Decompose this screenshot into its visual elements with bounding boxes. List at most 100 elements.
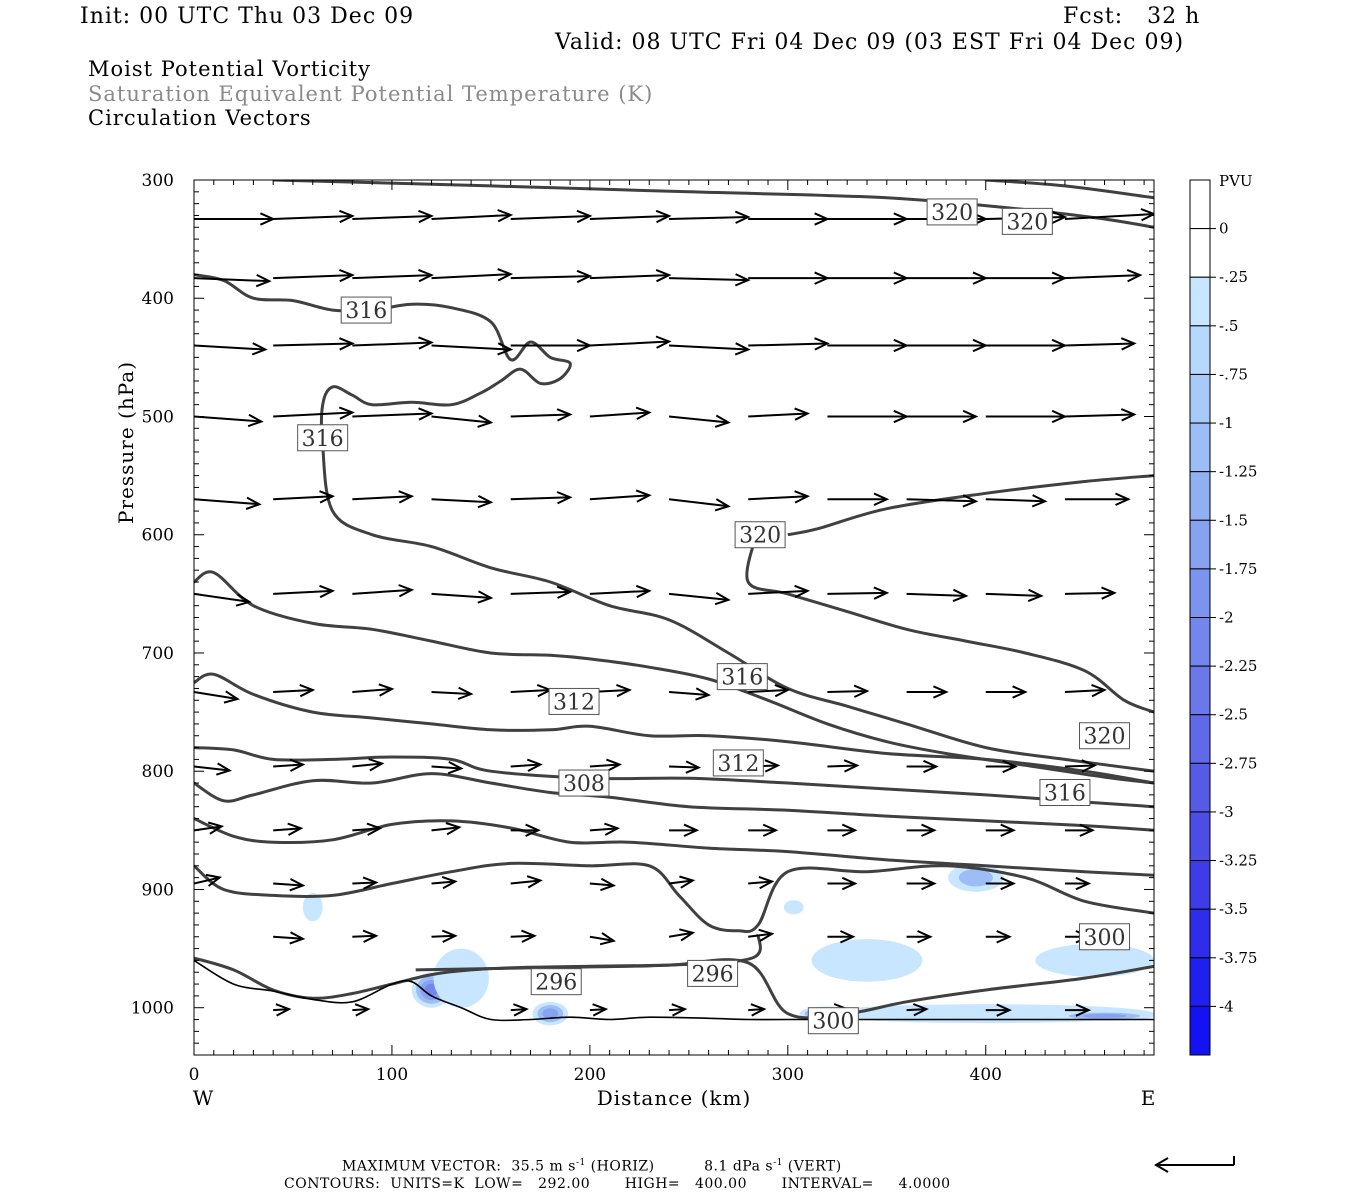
circulation-vector — [194, 274, 272, 288]
circulation-vector — [906, 685, 949, 699]
horiz-tag: (HORIZ) — [590, 1158, 655, 1175]
colorbar-swatch — [1189, 179, 1211, 230]
circulation-vector — [668, 687, 712, 701]
contour-label: 300 — [1079, 923, 1131, 951]
circulation-vector — [194, 762, 233, 776]
circulation-vector — [431, 686, 474, 700]
circulation-vector — [589, 489, 652, 503]
circulation-vector — [352, 268, 434, 283]
pv-patch — [811, 939, 923, 982]
y-tick-label: 300 — [142, 171, 174, 191]
theta-es-contours — [194, 180, 1154, 1020]
contours-info: CONTOURS: UNITS=K LOW= 292.00 HIGH= 400.… — [284, 1176, 951, 1192]
contour-label-text: 296 — [535, 971, 577, 996]
vert-tag: (VERT) — [787, 1158, 842, 1175]
colorbar-swatch — [1189, 1005, 1211, 1056]
circulation-vector — [748, 683, 791, 698]
circulation-vector — [273, 209, 355, 224]
circulation-vector — [668, 592, 731, 606]
colorbar-label: 0 — [1219, 220, 1229, 238]
pv-patch — [302, 893, 323, 922]
circulation-vector — [748, 271, 830, 285]
circulation-vector — [431, 590, 494, 604]
reference-vector-arrow — [1154, 1156, 1235, 1173]
circulation-vector — [668, 498, 731, 512]
colorbar-swatch — [1189, 908, 1211, 959]
theta-es-contour-316 — [194, 570, 1154, 785]
circulation-vector — [1064, 759, 1098, 773]
circulation-vector — [510, 209, 593, 224]
circulation-vector — [985, 588, 1044, 603]
circulation-vector — [589, 758, 623, 772]
circulation-vector — [431, 761, 464, 775]
theta-es-contour-300 — [194, 956, 1154, 1020]
y-axis-label: Pressure (hPa) — [114, 361, 138, 524]
circulation-vector — [510, 585, 573, 599]
colorbar-label: -2.25 — [1219, 657, 1257, 675]
circulation-vectors — [194, 208, 1154, 1017]
pv-shading — [302, 863, 1154, 1026]
circulation-vector — [985, 1003, 1012, 1017]
max-vector-label: MAXIMUM VECTOR: — [342, 1158, 502, 1175]
y-tick-label: 1000 — [131, 999, 174, 1019]
contour-label: 316 — [340, 296, 392, 324]
contour-label: 320 — [734, 521, 786, 549]
colorbar-label: -1 — [1219, 414, 1234, 432]
circulation-vector — [985, 494, 1048, 508]
circulation-vector — [748, 337, 830, 351]
contour-label: 316 — [297, 424, 349, 452]
circulation-vector — [668, 1003, 688, 1017]
contour-label-text: 316 — [345, 299, 387, 324]
theta-es-contour-320 — [745, 534, 1154, 714]
colorbar-label: -2.5 — [1219, 706, 1248, 724]
circulation-vector — [589, 877, 617, 892]
theta-es-contour-312 — [194, 672, 1154, 785]
circulation-vector — [273, 822, 304, 836]
circulation-vector — [1064, 337, 1137, 351]
theta-es-contour-308 — [194, 772, 1154, 832]
contour-label: 300 — [807, 1007, 859, 1035]
east-label: E — [1141, 1086, 1156, 1110]
circulation-vector — [431, 414, 494, 428]
contour-label-text: 320 — [931, 201, 973, 226]
vert-exponent: -1 — [773, 1158, 783, 1168]
circulation-vector — [1064, 586, 1117, 600]
circulation-vector — [748, 584, 811, 599]
circulation-vector — [827, 338, 910, 353]
theta-es-contour-316 — [194, 273, 1154, 773]
colorbar-label: -4 — [1219, 997, 1234, 1015]
theta-es-contour-320 — [985, 180, 1154, 200]
circulation-vector — [589, 822, 621, 836]
circulation-vector — [827, 823, 858, 837]
pv-patch — [433, 948, 489, 1008]
circulation-vector — [510, 408, 573, 422]
contour-label-text: 320 — [1084, 725, 1126, 750]
colorbar-swatch — [1189, 471, 1211, 521]
x-tick-label: 400 — [970, 1065, 1002, 1085]
circulation-vector — [589, 335, 672, 349]
circulation-vector — [1064, 823, 1096, 837]
colorbar-swatch — [1189, 957, 1211, 1007]
contour-label-text: 316 — [302, 427, 344, 452]
colorbar-label: -.5 — [1219, 317, 1238, 335]
circulation-vector — [273, 931, 306, 945]
circulation-vector — [194, 873, 223, 887]
circulation-vector — [194, 413, 264, 428]
colorbar-title: PVU — [1219, 172, 1253, 190]
circulation-vector — [510, 929, 537, 943]
y-tick-label: 600 — [142, 526, 174, 546]
contour-label-text: 308 — [563, 772, 605, 797]
pv-patch — [783, 900, 804, 915]
pv-patch — [958, 868, 993, 887]
circulation-vector — [906, 409, 979, 424]
circulation-vector — [510, 758, 543, 772]
circulation-vector — [906, 930, 933, 944]
circulation-vector — [827, 212, 910, 226]
circulation-vector — [985, 876, 1016, 891]
axis-text: 0 100 200 300 400 300 400 500 600 700 800 900 1000 Di… — [114, 171, 1155, 1110]
circulation-vector — [273, 584, 336, 599]
circulation-vector — [1064, 408, 1137, 422]
circulation-vector — [748, 490, 811, 504]
field-title-theta-es: Saturation Equivalent Potential Temperat… — [88, 82, 654, 106]
circulation-vector — [669, 823, 700, 837]
